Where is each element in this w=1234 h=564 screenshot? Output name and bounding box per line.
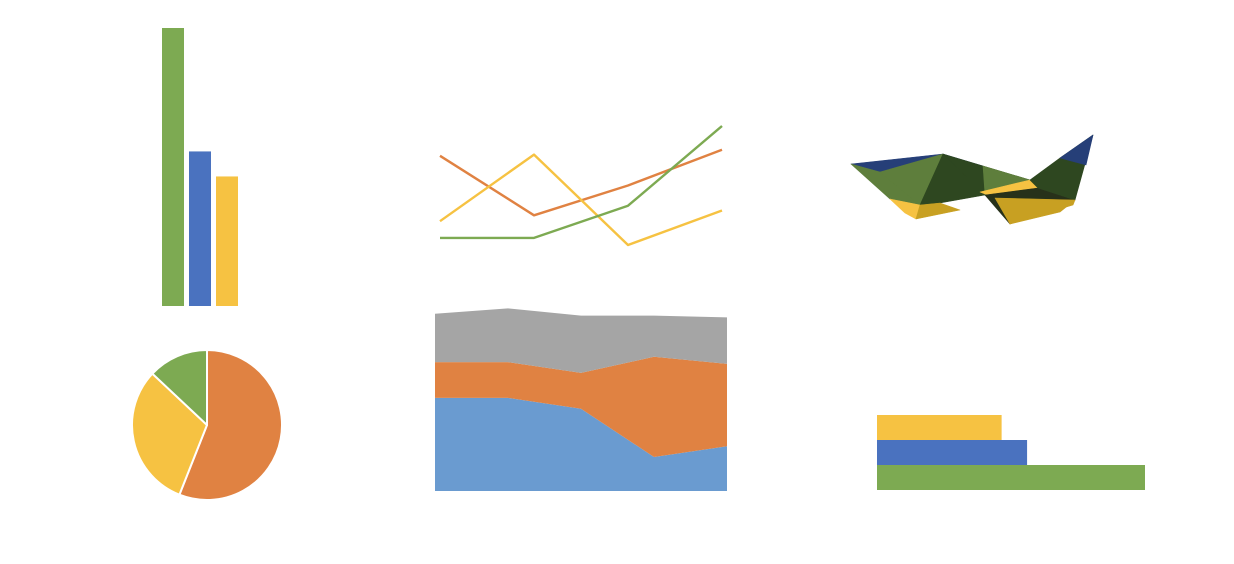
hbar-bar-1	[877, 465, 1145, 490]
stacked-area-chart	[435, 308, 727, 491]
column-chart	[162, 28, 238, 306]
pie-slice-2	[131, 372, 208, 496]
line-series-1	[439, 148, 723, 217]
pie-slice-1	[178, 349, 283, 501]
column-bar-3	[216, 176, 238, 306]
hbar-bar-3	[877, 415, 1002, 440]
column-bar-1	[162, 28, 184, 306]
line-series-2	[439, 153, 723, 247]
pie-slice-3	[151, 349, 208, 426]
area-series-2	[435, 356, 727, 457]
hbar-bar-2	[877, 440, 1028, 465]
line-series-3	[440, 125, 723, 240]
pie-chart	[131, 349, 283, 501]
surface-facet-7	[915, 202, 961, 220]
column-bar-2	[189, 151, 211, 306]
area-series-3	[435, 308, 727, 373]
horizontal-bar-chart	[877, 415, 1145, 490]
surface-facet-13	[1059, 134, 1094, 166]
line-chart	[439, 125, 723, 247]
area-series-1	[435, 397, 727, 491]
surface-chart	[850, 134, 1094, 225]
surface-facet-14	[994, 197, 1076, 225]
